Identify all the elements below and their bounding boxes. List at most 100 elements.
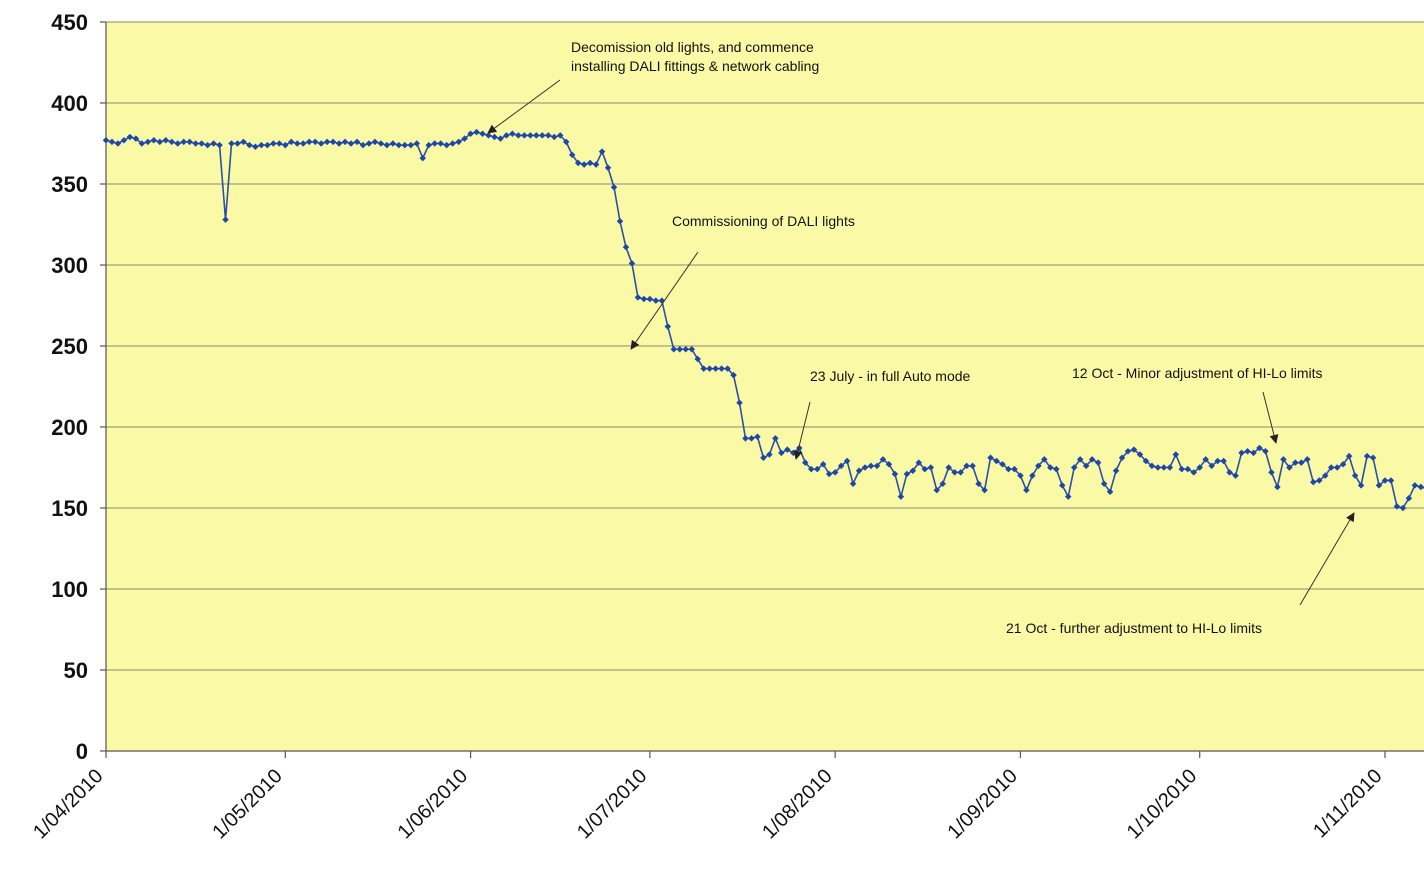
data-point <box>927 464 935 471</box>
data-point <box>132 135 140 142</box>
data-point <box>401 141 409 149</box>
grid-layer <box>106 21 1424 671</box>
data-point <box>754 433 761 440</box>
annotation-text: 23 July - in full Auto mode <box>810 368 971 384</box>
data-point <box>879 456 887 463</box>
data-point <box>915 459 923 466</box>
data-point <box>670 345 678 353</box>
data-point <box>885 461 893 468</box>
x-tick-label: 1/06/2010 <box>394 765 472 843</box>
x-tick-label: 1/04/2010 <box>29 765 107 843</box>
data-point <box>365 140 373 147</box>
data-point <box>867 462 875 470</box>
data-point <box>413 140 421 147</box>
x-tick-label: 1/05/2010 <box>208 765 286 843</box>
x-tick-label: 1/08/2010 <box>758 765 836 843</box>
data-point <box>682 345 689 353</box>
data-point <box>831 469 839 476</box>
data-point <box>288 138 295 146</box>
data-point <box>114 140 122 147</box>
data-point <box>497 135 504 142</box>
data-point <box>521 132 528 139</box>
data-point <box>234 140 241 147</box>
annotation-text: installing DALI fittings & network cabli… <box>571 58 819 74</box>
data-point <box>264 141 271 149</box>
data-point <box>604 164 612 172</box>
data-point <box>180 138 187 146</box>
data-point <box>562 138 570 146</box>
data-point <box>616 218 624 225</box>
data-point <box>533 132 540 139</box>
data-point <box>933 486 941 494</box>
data-point <box>855 467 863 474</box>
annotation-text: Commissioning of DALI lights <box>672 213 855 229</box>
data-point <box>772 435 779 442</box>
data-point <box>718 365 725 372</box>
data-point <box>640 295 648 303</box>
data-point <box>969 462 976 470</box>
y-tick-labels: 0 50 100 150 200 250 300 350 400 450 <box>51 10 88 764</box>
data-point <box>987 454 994 462</box>
x-tick-label: 1/07/2010 <box>573 765 651 843</box>
data-point <box>192 140 199 147</box>
data-point <box>347 140 355 147</box>
data-point <box>246 141 253 149</box>
data-point <box>353 138 361 146</box>
annotation-text: Decomission old lights, and commence <box>571 39 814 55</box>
data-point <box>162 137 170 144</box>
data-point <box>509 130 516 138</box>
data-point <box>527 132 534 139</box>
data-point <box>580 161 588 168</box>
data-point <box>425 141 432 149</box>
data-point <box>407 141 415 149</box>
data-point <box>258 141 265 149</box>
data-point <box>999 461 1006 468</box>
data-point <box>150 137 158 144</box>
data-point <box>431 140 438 147</box>
data-point <box>311 138 319 146</box>
data-point <box>766 451 773 458</box>
y-tick-label: 300 <box>51 253 88 278</box>
data-point <box>545 132 552 139</box>
data-point <box>515 132 522 139</box>
data-point <box>222 216 229 223</box>
data-point <box>622 243 630 251</box>
data-point <box>951 469 958 476</box>
data-point <box>873 462 881 470</box>
data-point <box>317 140 325 147</box>
data-point <box>807 465 815 473</box>
x-tick-label: 1/09/2010 <box>943 765 1021 843</box>
plot-area <box>106 22 1424 751</box>
data-point <box>252 143 259 150</box>
data-point <box>903 470 911 478</box>
data-point <box>843 457 851 465</box>
data-point <box>993 457 1000 465</box>
data-point <box>730 371 737 379</box>
data-point <box>592 161 600 168</box>
data-point <box>796 444 803 452</box>
data-point <box>359 141 367 149</box>
data-point <box>240 138 247 146</box>
data-point <box>210 140 217 147</box>
data-point <box>138 140 146 147</box>
axis-layer <box>100 21 1424 758</box>
y-tick-label: 250 <box>51 334 88 359</box>
data-point <box>963 462 970 470</box>
data-point <box>1017 472 1024 479</box>
data-point <box>556 132 564 139</box>
data-point <box>724 365 731 372</box>
data-point <box>897 493 905 500</box>
data-point <box>706 365 713 372</box>
data-point <box>610 183 618 191</box>
y-tick-label: 100 <box>51 577 88 602</box>
data-point <box>634 294 642 301</box>
data-point <box>168 138 175 146</box>
data-point <box>198 140 205 147</box>
data-point <box>276 140 283 147</box>
annotation-layer: Decomission old lights, and commence inst… <box>487 39 1355 636</box>
data-point <box>700 365 707 372</box>
y-tick-label: 450 <box>51 10 88 35</box>
data-point <box>646 295 654 303</box>
